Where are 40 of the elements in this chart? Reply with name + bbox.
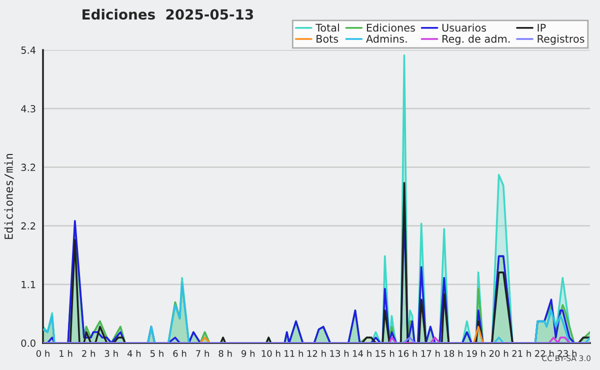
x-tick-label: 7 h [196, 350, 209, 357]
y-tick-label: 5.4 [21, 46, 36, 54]
x-tick-label: 1 h [60, 350, 72, 357]
x-tick-label: 6 h [173, 350, 186, 357]
legend-label: Usuarios [442, 24, 486, 32]
x-tick-label: 13 h [330, 350, 349, 357]
x-tick-label: 21 h [512, 350, 531, 357]
legend-label: IP [538, 24, 546, 32]
legend-label: Registros [538, 34, 584, 45]
x-tick-label: 3 h [104, 350, 118, 357]
legend-label: Admins. [366, 34, 407, 43]
legend-label: Total [316, 24, 339, 32]
y-tick-label: 2.2 [21, 222, 36, 230]
x-tick-label: 12 h [307, 350, 326, 357]
x-tick-label: 10 h [262, 350, 280, 357]
x-tick-label: 9 h [242, 350, 255, 357]
y-tick-label: 1.1 [22, 281, 36, 288]
x-tick-label: 17 h [421, 350, 440, 357]
y-tick-label: 3.2 [21, 164, 36, 172]
x-tick-label: 8 h [218, 350, 232, 357]
y-axis-title: Ediciones/min [4, 154, 14, 239]
x-tick-label: 19 h [466, 350, 486, 357]
x-tick-label: 16 h [398, 350, 417, 357]
x-tick-label: 14 h [353, 350, 372, 357]
legend-label: Bots [316, 35, 338, 43]
chart-title: Ediciones 2025-05-13 [82, 8, 253, 20]
legend-label: Reg. de adm. [442, 34, 510, 45]
x-tick-label: 4 h [127, 350, 141, 357]
x-tick-label: 2 h [82, 350, 95, 357]
x-tick-label: 20 h [489, 350, 508, 357]
x-tick-label: 18 h [444, 350, 463, 357]
y-tick-label: 0.0 [21, 339, 36, 347]
y-tick-label: 4.3 [21, 105, 36, 112]
x-tick-label: 23 h [558, 350, 576, 357]
x-tick-label: 0 h [36, 350, 50, 357]
x-tick-label: 5 h [150, 350, 164, 357]
x-tick-label: 11 h [284, 350, 303, 357]
x-tick-label: 15 h [376, 350, 394, 357]
x-tick-label: 22 h [535, 350, 554, 357]
legend-label: Ediciones [366, 24, 415, 32]
